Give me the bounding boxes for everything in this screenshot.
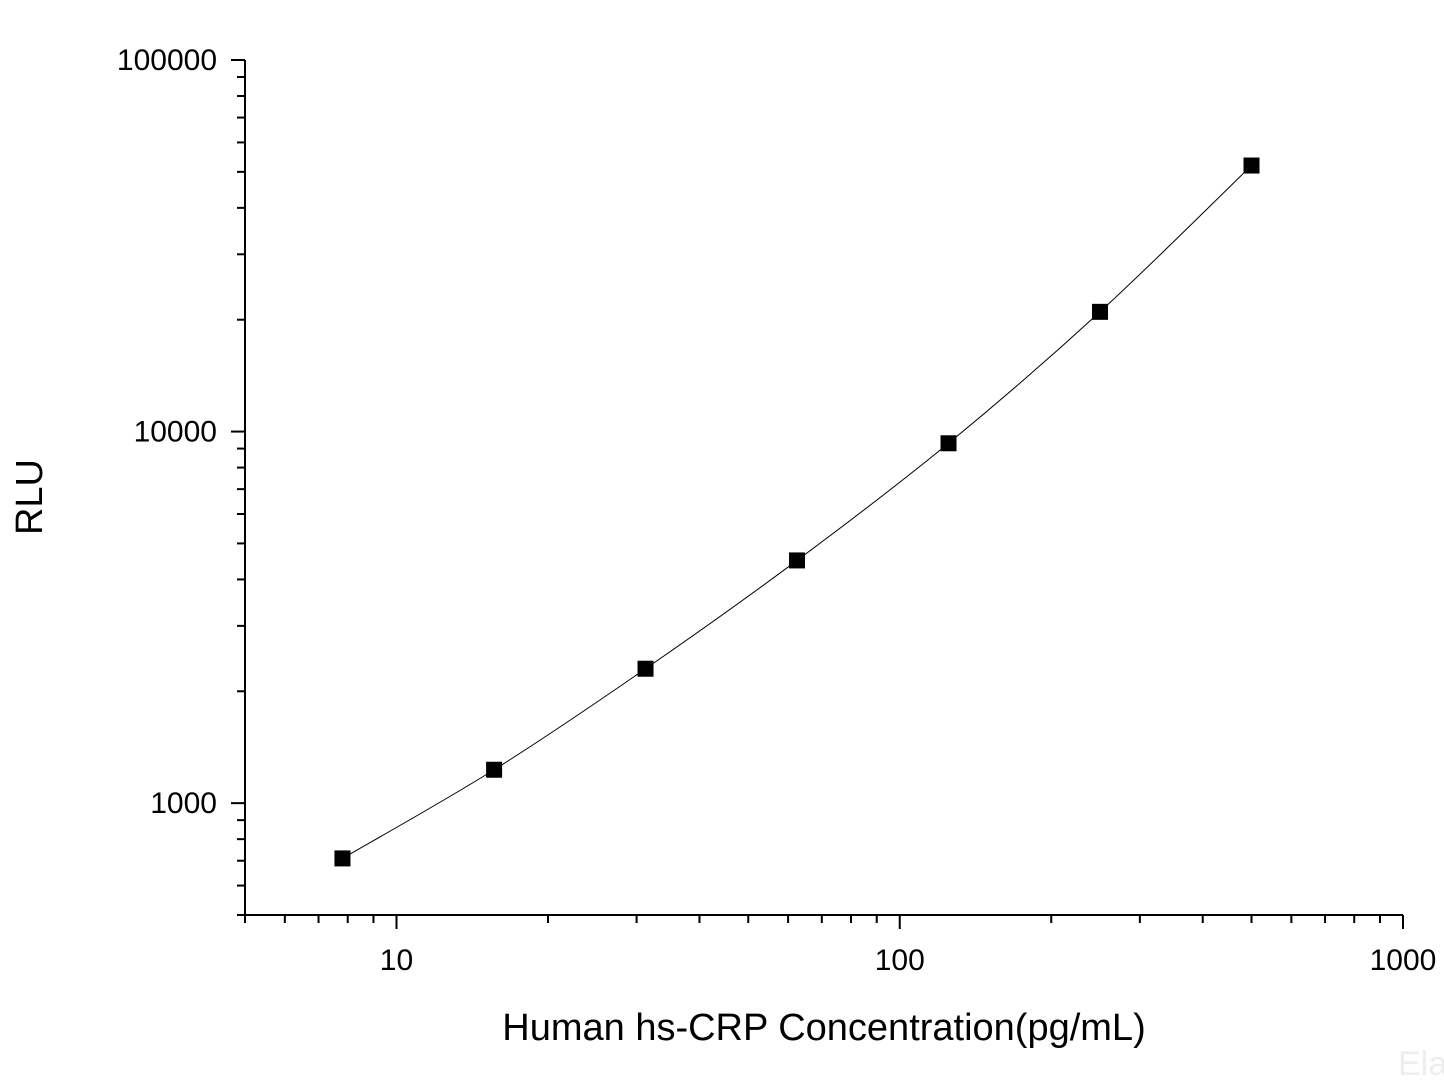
ticks xyxy=(231,59,1404,929)
watermark: Ela xyxy=(1398,1045,1444,1083)
data-point-marker xyxy=(1092,303,1109,320)
y-tick-label: 1000 xyxy=(150,787,217,820)
data-point-marker xyxy=(789,552,806,569)
data-point-marker xyxy=(637,660,654,677)
data-points xyxy=(334,157,1260,867)
y-tick-label: 10000 xyxy=(134,416,217,449)
data-point-marker xyxy=(486,761,503,778)
data-point-marker xyxy=(1243,157,1260,174)
y-axis-title: RLU xyxy=(9,459,51,535)
x-tick-label: 100 xyxy=(875,944,925,977)
x-tick-label: 10 xyxy=(380,944,413,977)
data-point-marker xyxy=(940,435,957,452)
axes xyxy=(244,60,1403,916)
x-tick-label: 1000 xyxy=(1370,944,1437,977)
plot-area xyxy=(334,157,1260,867)
x-axis-title: Human hs-CRP Concentration(pg/mL) xyxy=(502,1007,1145,1049)
y-tick-label: 100000 xyxy=(117,44,217,77)
series-line xyxy=(342,165,1252,859)
tick-labels: 10 100 1000 1000 10000 100000 xyxy=(117,44,1436,977)
data-point-marker xyxy=(334,850,351,867)
